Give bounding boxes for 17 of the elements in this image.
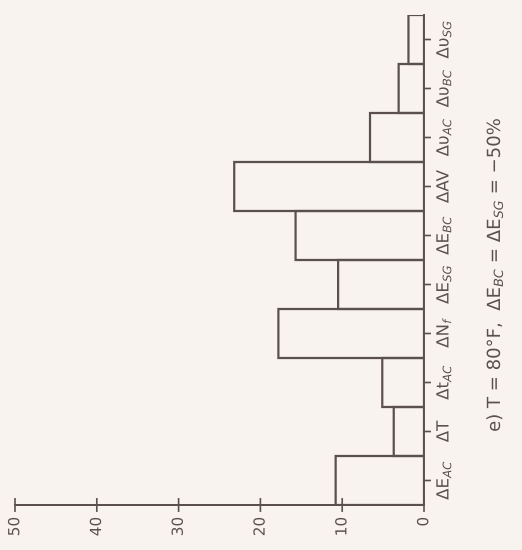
y-tick-label: Δυ$_{BC}$ xyxy=(436,70,452,108)
y-tick-label: ΔE$_{SG}$ xyxy=(436,266,452,304)
y-tick-label: Δυ$_{AC}$ xyxy=(436,119,452,156)
y-tick-label: ΔE$_{BC}$ xyxy=(436,216,452,255)
y-tick-label: Δt$_{AC}$ xyxy=(436,366,452,400)
y-tick-label: ΔN$_{f}$ xyxy=(436,318,452,348)
x-tick-label: 30 xyxy=(171,518,184,536)
y-tick-label: Δυ$_{SG}$ xyxy=(436,22,452,58)
x-tick-label: 0 xyxy=(416,518,428,526)
y-tick-label: ΔE$_{AC}$ xyxy=(436,462,452,500)
x-tick-label: 50 xyxy=(8,518,20,536)
x-tick-label: 20 xyxy=(253,518,265,536)
x-tick-label: 40 xyxy=(90,518,102,536)
y-tick-label: ΔAV xyxy=(436,170,448,203)
y-tick-label: ΔT xyxy=(436,420,448,442)
text: e) T = 80°F, ΔE$_{BC}$ = ΔE$_{SG}$ = −50% xyxy=(486,119,504,431)
x-tick-label: 10 xyxy=(335,518,347,535)
